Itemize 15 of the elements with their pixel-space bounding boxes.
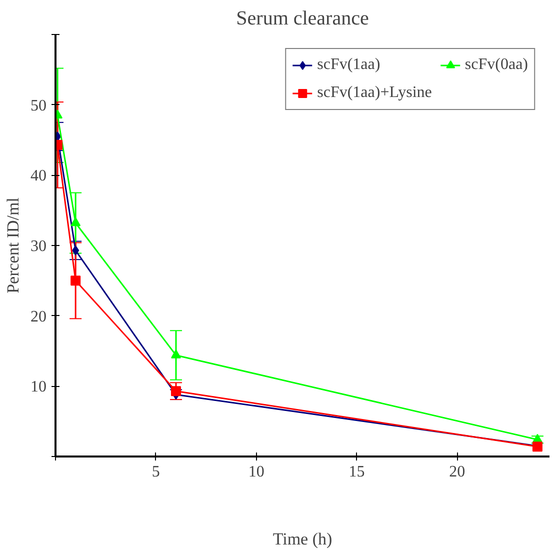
y-tick-label: 40: [30, 168, 46, 185]
legend-label: scFv(1aa): [317, 56, 380, 74]
y-tick-label: 10: [30, 378, 46, 396]
y-tick-label: 30: [30, 238, 46, 255]
x-tick-label: 10: [248, 464, 264, 480]
legend-label: scFv(0aa): [464, 56, 528, 74]
x-tick-label: 20: [449, 464, 466, 480]
x-tick-label: 5: [152, 464, 160, 480]
y-tick-label: 20: [30, 308, 46, 326]
chart-title: Serum clearance: [236, 8, 369, 30]
x-axis-title: Time (h): [272, 530, 332, 548]
y-tick-label: 50: [30, 97, 46, 114]
legend-label: scFv(1aa)+Lysine: [317, 84, 432, 102]
x-tick-label: 15: [348, 464, 365, 480]
y-axis-title: Percent ID/ml: [4, 197, 22, 294]
